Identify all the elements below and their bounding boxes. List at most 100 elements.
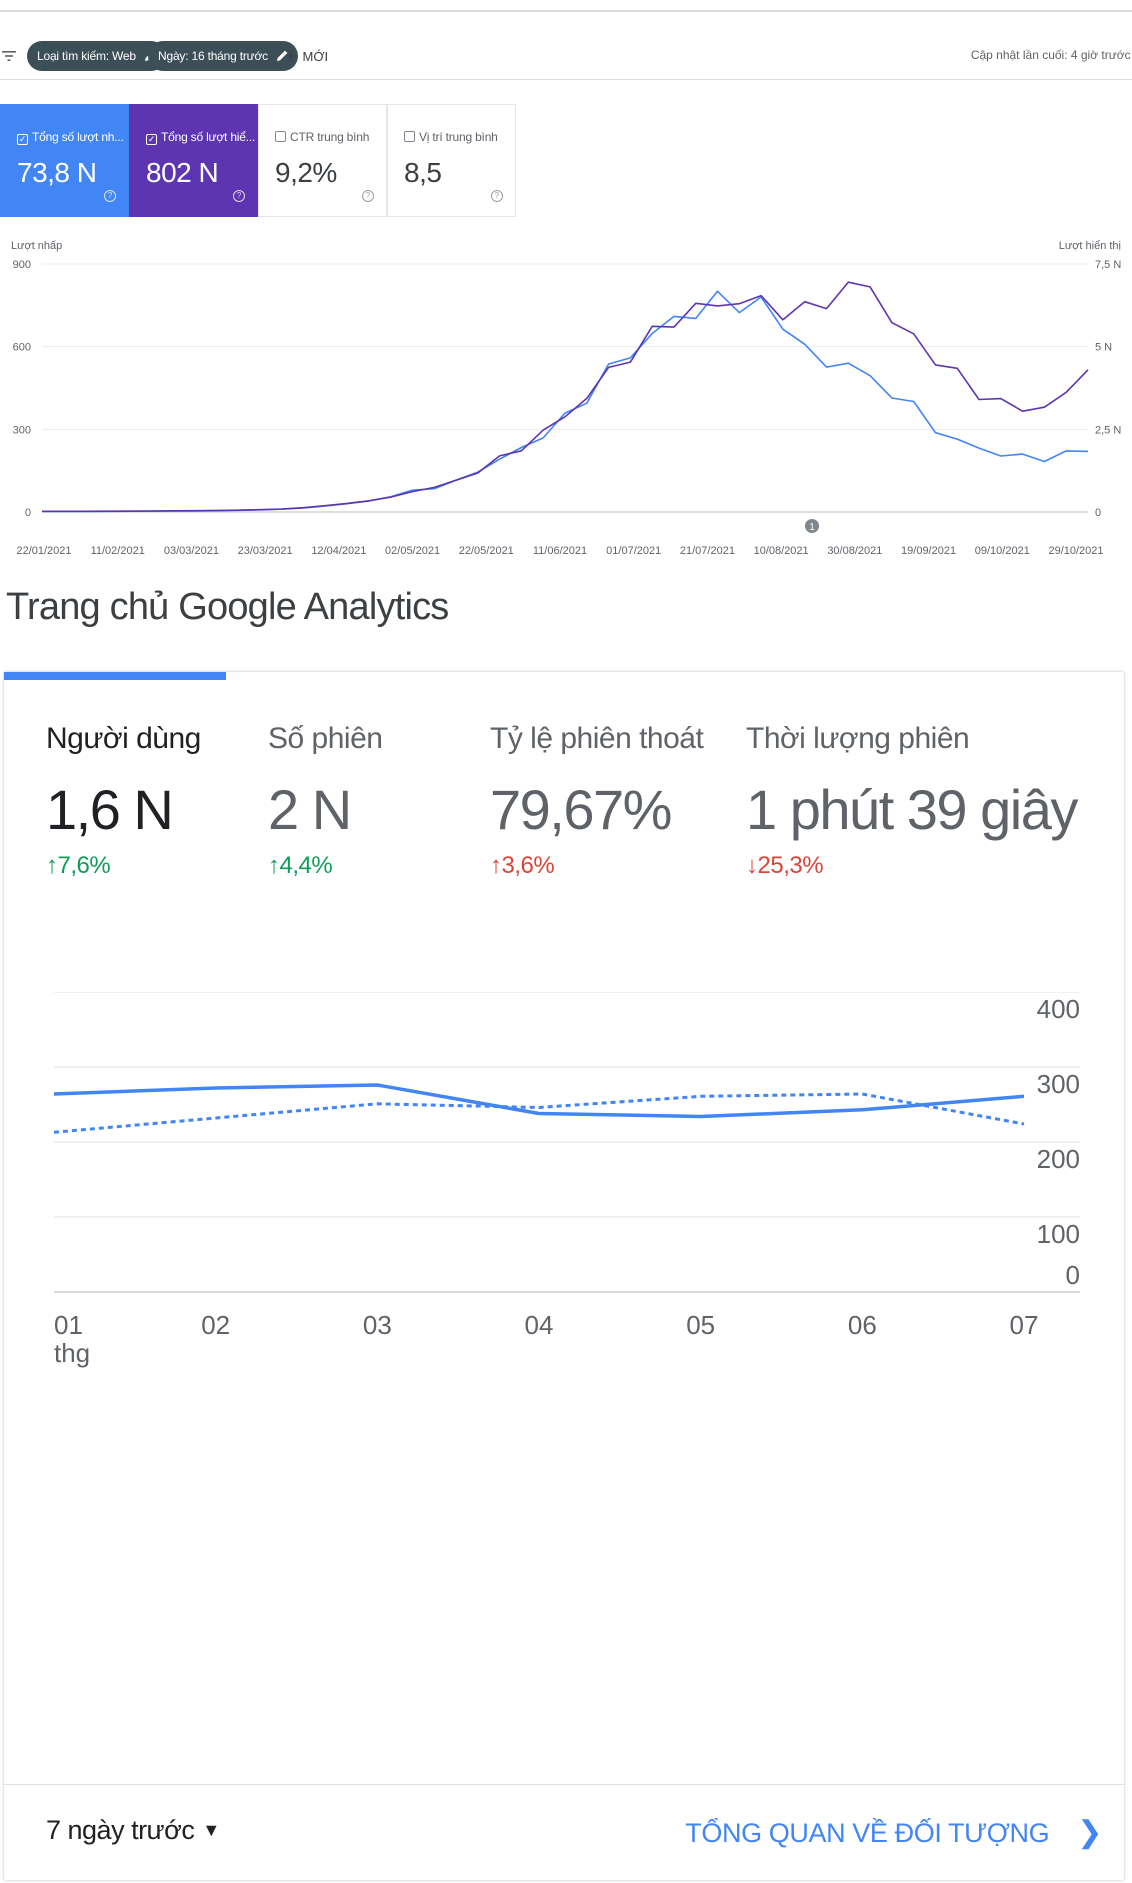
- x-tick-label: 05: [686, 1310, 715, 1340]
- analytics-home-title: Trang chủ Google Analytics: [6, 586, 449, 628]
- x-tick-label: 12/04/2021: [311, 545, 366, 557]
- metric-label: CTR trung bình: [290, 130, 370, 144]
- annotation-marker-dot: [805, 519, 819, 533]
- right-tick-label: 2,5 N: [1095, 424, 1121, 436]
- right-tick-label: 7,5 N: [1095, 259, 1121, 271]
- metric-value: 1,6 N: [46, 778, 174, 841]
- filter-chip-label: Loại tìm kiếm: Web: [37, 49, 136, 63]
- help-icon[interactable]: ?: [233, 190, 245, 202]
- metric-value: 1 phút 39 giây: [746, 778, 1078, 841]
- new-filter-button[interactable]: + MỚI: [286, 41, 328, 71]
- metric-change: ↑7,6%: [46, 852, 201, 880]
- x-tick-label: 04: [525, 1310, 554, 1340]
- metric-label: Số phiên: [268, 722, 383, 755]
- x-tick-label: 11/02/2021: [91, 545, 145, 557]
- checkbox-checked-icon[interactable]: ✓: [17, 134, 28, 145]
- x-tick-label: 06: [848, 1310, 877, 1340]
- y-tick-label: 100: [1037, 1219, 1080, 1249]
- x-tick-label: 01/07/2021: [606, 545, 661, 557]
- x-tick-label: 10/08/2021: [754, 545, 809, 557]
- x-tick-label: 29/10/2021: [1048, 545, 1103, 557]
- x-tick-label: 09/10/2021: [975, 545, 1030, 557]
- metric-card-ctr[interactable]: CTR trung bình 9,2% ?: [258, 104, 387, 217]
- x-tick-label: 22/01/2021: [16, 545, 71, 557]
- x-tick-label: 07: [1010, 1310, 1039, 1340]
- arrow-up-icon: ↑: [490, 852, 502, 879]
- left-tick-label: 600: [13, 342, 31, 354]
- metric-change-value: 3,6%: [501, 852, 555, 879]
- users-line-chart: 0 100 200 300 400 01 02 03 04 05 06 07 thg: [53, 992, 1080, 1368]
- help-icon[interactable]: ?: [491, 190, 503, 202]
- x-tick-label: 02/05/2021: [385, 545, 440, 557]
- x-tick-label: 30/08/2021: [827, 545, 882, 557]
- help-icon[interactable]: ?: [362, 190, 374, 202]
- metric-label: Người dùng: [46, 722, 201, 755]
- current-period-line: [53, 1083, 1025, 1119]
- metric-label: Tỷ lệ phiên thoát: [490, 722, 704, 755]
- audience-overview-link[interactable]: TỔNG QUAN VỀ ĐỐI TƯỢNG ❯: [685, 1815, 1102, 1850]
- metric-tab-users[interactable]: Người dùng 1,6 N ↑7,6%: [46, 722, 201, 880]
- y-tick-label: 200: [1037, 1144, 1080, 1174]
- card-footer: 7 ngày trước ▼ TỔNG QUAN VỀ ĐỐI TƯỢNG ❯: [4, 1784, 1124, 1880]
- x-tick-label: 03: [363, 1310, 392, 1340]
- filter-chip-search-type[interactable]: Loại tìm kiếm: Web: [27, 41, 166, 71]
- x-tick-label: 03/03/2021: [164, 545, 219, 557]
- left-axis-title: Lượt nhấp: [11, 240, 62, 252]
- metric-label: Tổng số lượt hiể...: [161, 130, 256, 144]
- metric-value: 79,67%: [490, 778, 672, 841]
- metric-value: 802 N: [146, 157, 219, 188]
- metric-cards: ✓ Tổng số lượt nh... 73,8 N ? ✓ Tổng số lư…: [0, 104, 518, 217]
- right-axis-title: Lượt hiển thị: [1059, 240, 1121, 252]
- clicks-series-line: [42, 290, 1089, 513]
- impressions-series-line: [42, 281, 1089, 513]
- checkbox-unchecked-icon[interactable]: [404, 131, 415, 142]
- metric-tab-bounce-rate[interactable]: Tỷ lệ phiên thoát 79,67% ↑3,6%: [490, 722, 704, 880]
- previous-period-line: [53, 1092, 1025, 1134]
- metric-change-value: 7,6%: [57, 852, 111, 879]
- right-tick-label: 5 N: [1095, 342, 1112, 354]
- metric-change-value: 4,4%: [279, 852, 333, 879]
- left-tick-label: 0: [25, 507, 31, 519]
- x-tick-label: 19/09/2021: [901, 545, 956, 557]
- metric-label: Vị trí trung bình: [419, 130, 498, 144]
- metric-change-value: 25,3%: [757, 852, 824, 879]
- filter-icon[interactable]: [2, 50, 16, 62]
- metric-value: 73,8 N: [17, 157, 97, 188]
- date-range-label: 7 ngày trước: [46, 1815, 195, 1845]
- metric-label: Tổng số lượt nh...: [32, 130, 124, 144]
- metric-tab-sessions[interactable]: Số phiên 2 N ↑4,4%: [268, 722, 383, 880]
- new-filter-label: MỚI: [302, 49, 329, 64]
- arrow-up-icon: ↑: [268, 852, 280, 879]
- annotation-marker-label: 1: [809, 522, 815, 533]
- x-tick-label: 11/06/2021: [533, 545, 587, 557]
- metric-card-clicks[interactable]: ✓ Tổng số lượt nh... 73,8 N ?: [0, 104, 129, 217]
- x-tick-label: 21/07/2021: [680, 545, 735, 557]
- caret-down-icon: ▼: [202, 1820, 220, 1840]
- date-range-dropdown[interactable]: 7 ngày trước ▼: [46, 1815, 220, 1846]
- arrow-up-icon: ↑: [46, 852, 58, 879]
- analytics-overview-card: Người dùng 1,6 N ↑7,6% Số phiên 2 N ↑4,4…: [4, 672, 1124, 1880]
- metric-card-impressions[interactable]: ✓ Tổng số lượt hiể... 802 N ?: [129, 104, 258, 217]
- metric-tab-session-duration[interactable]: Thời lượng phiên 1 phút 39 giây ↓25,3%: [746, 722, 1078, 880]
- x-tick-label: 22/05/2021: [459, 545, 514, 557]
- help-icon[interactable]: ?: [104, 190, 116, 202]
- checkbox-checked-icon[interactable]: ✓: [146, 134, 157, 145]
- filter-chip-date[interactable]: Ngày: 16 tháng trước: [148, 41, 298, 71]
- filter-bar: Loại tìm kiếm: Web Ngày: 16 tháng trước …: [0, 10, 1132, 80]
- metric-change: ↓25,3%: [746, 852, 1077, 880]
- x-tick-label: 23/03/2021: [238, 545, 293, 557]
- metric-label: Thời lượng phiên: [746, 722, 970, 755]
- checkbox-unchecked-icon[interactable]: [275, 131, 286, 142]
- performance-chart: Lượt nhấp Lượt hiển thị 0 300 600 900 0 2,5 N 5 …: [11, 240, 1121, 557]
- x-tick-sub-label: thg: [54, 1338, 90, 1368]
- arrow-down-icon: ↓: [746, 852, 758, 879]
- y-tick-label: 400: [1037, 994, 1080, 1024]
- metric-change: ↑4,4%: [268, 852, 382, 880]
- x-tick-label: 01: [54, 1310, 83, 1340]
- metric-value: 9,2%: [275, 157, 337, 188]
- metric-card-position[interactable]: Vị trí trung bình 8,5 ?: [387, 104, 516, 217]
- plus-icon: +: [286, 46, 297, 66]
- last-updated-text: Cập nhật lần cuối: 4 giờ trước (: [970, 48, 1132, 62]
- edit-pencil-icon: [276, 50, 288, 61]
- right-tick-label: 0: [1095, 507, 1101, 519]
